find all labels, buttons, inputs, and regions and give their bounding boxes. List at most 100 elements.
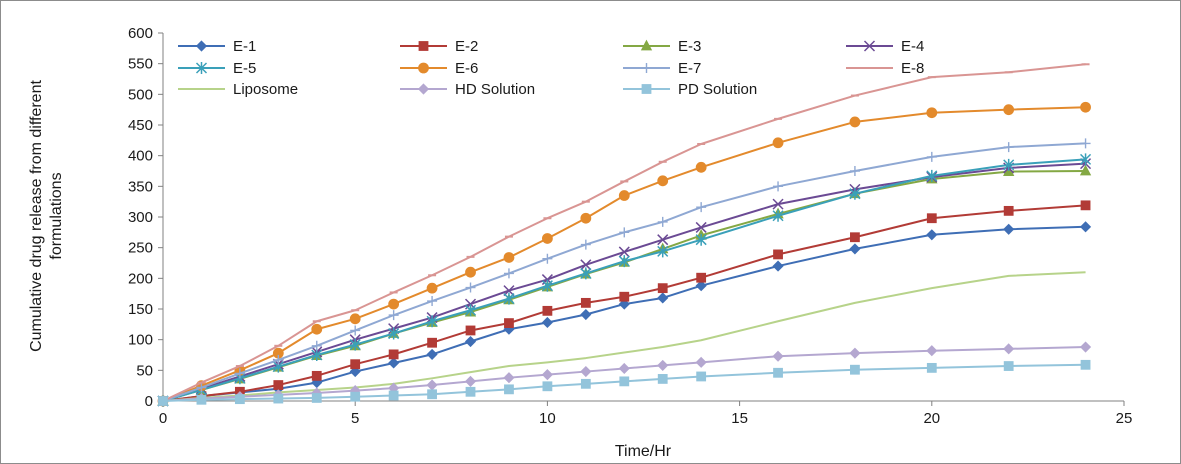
data-point [427,389,437,400]
data-point [1080,101,1091,113]
legend-item: E-5 [178,60,256,77]
legend-label: HD Solution [455,81,535,98]
data-point [772,198,784,210]
legend-item: E-8 [846,60,924,77]
y-tick-label: 550 [128,56,153,73]
series-line [162,63,1086,402]
data-point [503,372,515,384]
data-point [580,267,592,280]
data-point [926,345,938,357]
data-point [311,340,322,351]
data-point [388,298,400,310]
data-point [1080,359,1091,370]
data-point [849,116,861,128]
data-point [503,292,515,305]
data-point [1003,361,1014,371]
data-point [541,279,553,292]
data-point [1003,142,1014,153]
data-point [1079,221,1092,233]
data-point [926,169,938,182]
data-point [388,349,399,360]
data-point [772,209,784,222]
data-point [772,137,784,149]
data-point [696,202,707,213]
data-point [772,260,784,272]
data-point [311,393,322,403]
data-point [657,292,669,304]
legend-label: E-8 [901,60,924,77]
data-point [464,304,477,317]
data-point [580,259,592,271]
data-point [657,216,668,227]
data-point [926,362,937,373]
data-point [542,233,553,244]
data-point [388,357,400,369]
legend-label: PD Solution [678,81,757,98]
data-point [619,376,630,387]
y-tick-label: 250 [128,240,153,257]
y-tick-label: 50 [136,362,153,379]
data-point [504,384,514,395]
legend-item: HD Solution [400,81,535,98]
legend-swatch-marker [418,62,429,74]
data-point [503,252,515,263]
data-point [503,268,514,279]
data-point [1003,158,1015,171]
data-point [541,316,553,329]
data-point [926,151,937,162]
y-axis-title-group: Cumulative drug release from different f… [28,80,65,352]
data-point [426,282,438,294]
legend-label: E-1 [233,38,256,55]
y-tick-label: 0 [145,393,153,410]
data-point [580,378,591,389]
data-point [234,368,245,379]
y-axis-title-line-1: Cumulative drug release from different [28,80,45,352]
data-point [311,349,323,361]
data-point [926,229,938,241]
data-point [350,359,361,370]
y-tick-label: 300 [128,209,153,226]
data-point [427,296,438,307]
data-point [542,253,553,264]
legend-label: Liposome [233,81,298,98]
data-point [773,249,783,260]
data-point [388,390,399,401]
legend-swatch-marker [418,41,429,51]
data-point [849,187,861,200]
data-point [1003,343,1015,355]
x-tick-label: 15 [731,410,748,427]
data-point [773,367,783,378]
data-point [696,272,707,283]
y-axis-title-line-2: formulations [48,172,65,259]
legend-item: PD Solution [623,81,757,98]
data-point [926,213,937,224]
x-tick-label: 5 [351,410,359,427]
y-tick-label: 350 [128,178,153,195]
legend-swatch-marker [641,84,652,94]
data-point [311,370,322,381]
legend-item: E-3 [623,38,701,55]
series-line [162,158,1086,402]
y-tick-label: 400 [128,148,153,165]
legend-item: E-7 [623,60,701,77]
data-point [696,371,707,382]
series-line [162,204,1086,402]
data-point [657,374,668,384]
data-point [465,386,476,397]
data-point [465,266,476,278]
y-tick-label: 600 [128,25,153,42]
series-e-8 [159,63,1090,402]
data-point [542,381,553,392]
legend-label: E-2 [455,38,478,55]
legend-item: E-2 [400,38,478,55]
y-tick-label: 200 [128,270,153,287]
legend-label: E-7 [678,60,701,77]
legend-label: E-4 [901,38,924,55]
data-point [349,313,361,325]
data-point [773,181,784,192]
data-point [465,282,476,293]
data-point [350,391,361,402]
legend-swatch-marker [417,83,430,95]
